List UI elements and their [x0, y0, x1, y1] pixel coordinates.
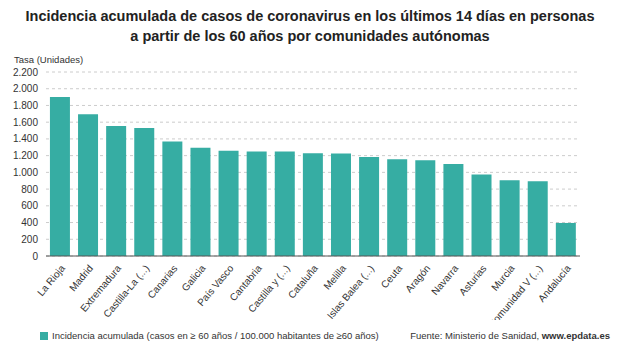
svg-text:2.000: 2.000: [13, 83, 38, 94]
html-text:Tasa (Unidades): Tasa (Unidades): [14, 54, 84, 65]
svg-text:Andalucía: Andalucía: [536, 262, 573, 303]
svg-text:Melilla: Melilla: [321, 262, 348, 291]
svg-text:Galicia: Galicia: [179, 262, 207, 293]
svg-text:Navarra: Navarra: [429, 262, 461, 297]
svg-text:0: 0: [32, 251, 38, 262]
svg-text:1.200: 1.200: [13, 150, 38, 161]
svg-text:Castilla-La (...): Castilla-La (...): [101, 263, 151, 320]
svg-text:Aragón: Aragón: [403, 263, 432, 295]
svg-text:Extremadura: Extremadura: [78, 262, 124, 314]
svg-text:600: 600: [21, 200, 38, 211]
svg-text:Comunidad V (...): Comunidad V (...): [486, 263, 545, 320]
svg-text:Castilla y (...): Castilla y (...): [246, 263, 292, 315]
svg-text:1.600: 1.600: [13, 117, 38, 128]
svg-text:1.400: 1.400: [13, 133, 38, 144]
svg-text:Asturias: Asturias: [457, 263, 489, 298]
html-text:Incidencia acumulada (casos en: Incidencia acumulada (casos en ≥ 60 años…: [52, 330, 379, 341]
svg-text:País Vasco: País Vasco: [195, 262, 236, 308]
html-text:Fuente: Ministerio de Sanidad,: Fuente: Ministerio de Sanidad, www.epdat…: [410, 330, 610, 341]
svg-text:Canarias: Canarias: [145, 263, 179, 301]
svg-text:La Rioja: La Rioja: [35, 262, 67, 298]
svg-text:Cataluña: Cataluña: [286, 262, 320, 300]
svg-text:800: 800: [21, 184, 38, 195]
html-text:Incidencia acumulada de casos: Incidencia acumulada de casos de coronav…: [25, 8, 595, 44]
svg-text:Ceuta: Ceuta: [379, 262, 405, 290]
svg-text:400: 400: [21, 217, 38, 228]
svg-text:1.000: 1.000: [13, 167, 38, 178]
svg-text:Cantabria: Cantabria: [227, 262, 264, 304]
svg-text:2.200: 2.200: [13, 67, 38, 78]
svg-text:1.800: 1.800: [13, 100, 38, 111]
svg-text:Islas Balea (...): Islas Balea (...): [325, 263, 376, 320]
svg-text:200: 200: [21, 234, 38, 245]
svg-text:Madrid: Madrid: [67, 263, 95, 293]
svg-text:Murcia: Murcia: [489, 262, 517, 292]
